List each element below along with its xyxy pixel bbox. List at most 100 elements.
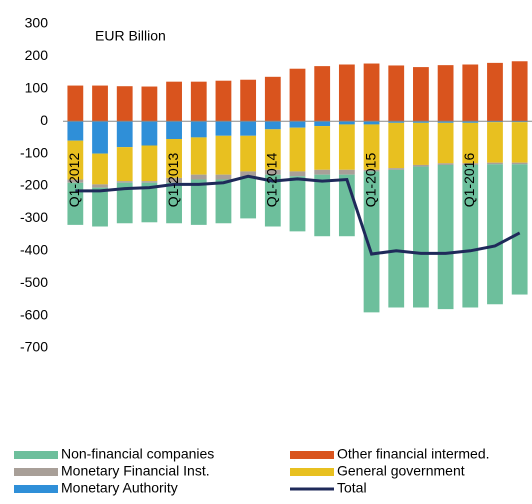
bar-segment	[264, 129, 281, 170]
bar-segment	[264, 121, 281, 130]
bar-segment	[363, 121, 380, 125]
y-tick-label: 0	[40, 112, 48, 128]
bar-segment	[511, 61, 528, 122]
bar-segment	[462, 163, 479, 165]
x-tick-label: Q1-2014	[264, 153, 280, 208]
bar-segment	[289, 171, 306, 177]
bar-segment	[166, 182, 182, 224]
bar-segment	[215, 135, 232, 175]
bar-segment	[338, 64, 355, 122]
bar-segment	[264, 76, 281, 122]
legend-label: Total	[337, 480, 367, 496]
bar-segment	[141, 86, 158, 122]
bar-segment	[215, 80, 232, 122]
bar-segment	[338, 169, 355, 175]
x-tick-label: Q1-2013	[165, 153, 181, 208]
bar-segment	[92, 184, 108, 188]
bar-segment	[289, 127, 306, 172]
legend-label: Other financial intermed.	[337, 446, 490, 462]
bar-segment	[413, 166, 429, 308]
bar-segment	[413, 164, 429, 167]
bar-segment	[67, 182, 84, 225]
bar-segment	[462, 64, 479, 122]
legend-swatch	[14, 468, 58, 476]
bar-segment	[240, 121, 257, 136]
legend-label: Monetary Financial Inst.	[61, 463, 210, 479]
bar-segment	[388, 122, 405, 169]
bar-segment	[141, 182, 158, 223]
bar-segment	[314, 169, 331, 175]
legend-swatch	[290, 468, 334, 476]
bar-segment	[487, 162, 503, 165]
unit-label: EUR Billion	[95, 28, 166, 44]
y-tick-label: -600	[20, 306, 48, 322]
bar-segment	[264, 169, 281, 175]
legend-swatch	[14, 485, 58, 493]
y-tick-label: -200	[20, 177, 48, 193]
bar-segment	[240, 176, 257, 219]
bar-segment	[116, 147, 133, 182]
x-tick-label: Q1-2016	[461, 153, 477, 208]
bar-segment	[240, 79, 257, 122]
bar-segment	[437, 163, 454, 165]
bar-segment	[363, 169, 380, 172]
bar-segment	[190, 179, 207, 225]
legend-swatch	[290, 451, 334, 459]
y-tick-label: -300	[20, 209, 48, 225]
bar-segment	[215, 121, 232, 136]
bar-segment	[363, 171, 380, 313]
bar-segment	[116, 121, 133, 148]
bar-segment	[67, 121, 84, 141]
bar-segment	[487, 62, 503, 122]
bar-segment	[190, 174, 207, 180]
bar-segment	[166, 121, 182, 140]
y-tick-label: 200	[25, 47, 49, 63]
legend-label: Non-financial companies	[61, 446, 214, 462]
y-tick-label: 100	[25, 80, 49, 96]
bar-segment	[215, 179, 232, 224]
y-tick-label: -100	[20, 144, 48, 160]
bar-segment	[289, 121, 306, 128]
bar-segment	[67, 179, 84, 183]
bar-segment	[314, 66, 331, 122]
bar-segment	[437, 164, 454, 310]
bar-segment	[413, 122, 429, 165]
bar-segment	[462, 122, 479, 164]
bar-segment	[388, 168, 405, 170]
bar-segment	[215, 174, 232, 180]
bar-segment	[92, 187, 108, 227]
bar-segment	[511, 164, 528, 295]
bar-segment	[487, 122, 503, 163]
bar-segment	[116, 181, 133, 183]
legend-swatch	[14, 451, 58, 459]
total-line	[75, 174, 521, 256]
bar-segment	[116, 86, 133, 122]
bar-segment	[462, 121, 479, 123]
bar-segment	[166, 177, 182, 183]
legend-label: Monetary Authority	[61, 480, 178, 496]
bar-segment	[413, 67, 429, 122]
y-tick-label: -700	[20, 339, 48, 355]
legend-label: General government	[337, 463, 465, 479]
bar-segment	[141, 121, 158, 146]
bar-segment	[166, 81, 182, 122]
bar-segment	[511, 122, 528, 163]
bar-segment	[92, 153, 108, 185]
bar-segment	[141, 181, 158, 183]
bar-segment	[388, 121, 405, 123]
y-tick-label: 300	[25, 15, 49, 31]
x-tick-label: Q1-2012	[66, 153, 82, 208]
bar-segment	[437, 65, 454, 122]
bar-segment	[190, 137, 207, 175]
bar-segment	[190, 121, 207, 138]
bar-segment	[462, 164, 479, 308]
bar-segment	[511, 162, 528, 165]
bar-segment	[388, 65, 405, 122]
bar-segment	[116, 182, 133, 224]
bar-segment	[363, 124, 380, 170]
bar-segment	[166, 139, 182, 178]
bar-segment	[289, 176, 306, 232]
bar-segment	[314, 121, 331, 127]
y-tick-label: -400	[20, 242, 48, 258]
